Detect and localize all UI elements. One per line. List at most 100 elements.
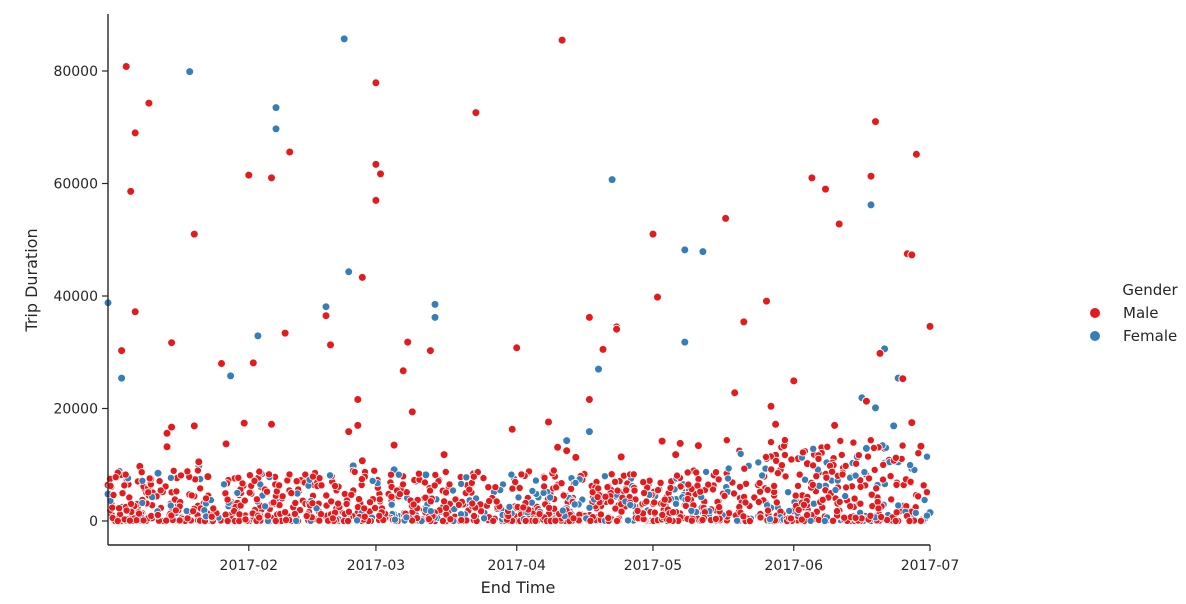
data-point-male [507, 424, 517, 434]
dense-point [414, 469, 423, 478]
dense-point [812, 472, 821, 481]
dense-point [285, 470, 294, 479]
dense-point [784, 488, 793, 497]
dense-point [292, 516, 301, 525]
dense-point [365, 498, 374, 507]
data-point-male [244, 170, 254, 180]
dense-point [420, 478, 429, 487]
data-point-female [889, 421, 899, 431]
dense-point [344, 507, 353, 516]
dense-point [281, 508, 290, 517]
dense-point [421, 493, 430, 502]
dense-point [519, 503, 528, 512]
dense-point [629, 470, 638, 479]
y-axis-title: Trip Duration [22, 228, 41, 332]
data-point-male [425, 346, 435, 356]
data-point-male [693, 441, 703, 451]
dense-point [350, 467, 359, 476]
dense-point [722, 436, 731, 445]
dense-point [607, 470, 616, 479]
dense-point [600, 472, 609, 481]
data-point-male [648, 229, 658, 239]
dense-point [860, 468, 869, 477]
dense-point [552, 483, 561, 492]
dense-point [624, 516, 633, 525]
dense-point [794, 481, 803, 490]
dense-point [687, 506, 696, 515]
dense-point [837, 450, 846, 459]
dense-point [470, 512, 479, 521]
data-point-male [371, 159, 381, 169]
dense-point [596, 510, 605, 519]
data-point-male [162, 442, 172, 452]
dense-point [442, 503, 451, 512]
x-tick-label: 2017-04 [487, 558, 546, 574]
dense-point [559, 491, 568, 500]
dense-point [342, 499, 351, 508]
dense-point [736, 449, 745, 458]
dense-point [571, 478, 580, 487]
dense-point [171, 506, 180, 515]
dense-point [569, 514, 578, 523]
dense-point [785, 506, 794, 515]
data-point-male [861, 396, 871, 406]
x-tick-label: 2017-03 [347, 558, 406, 574]
dense-point [395, 490, 404, 499]
dense-point [187, 491, 196, 500]
dense-point [263, 511, 272, 520]
dense-point [712, 468, 721, 477]
dense-point [806, 516, 815, 525]
data-point-male [925, 321, 935, 331]
dense-point [183, 514, 192, 523]
dense-point [139, 516, 148, 525]
dense-point [923, 452, 932, 461]
dense-point [898, 441, 907, 450]
data-point-male [584, 395, 594, 404]
legend-marker-male [1089, 307, 1101, 319]
dense-point [639, 478, 648, 487]
dense-point [770, 481, 779, 490]
dense-point [773, 469, 782, 478]
dense-point [613, 516, 622, 525]
dense-point [766, 515, 775, 524]
dense-point [454, 500, 463, 509]
dense-point [922, 488, 931, 497]
dense-point [207, 512, 216, 521]
dense-point [846, 502, 855, 511]
dense-point [448, 486, 457, 495]
legend-title: Gender [1122, 281, 1178, 299]
dense-point [864, 452, 873, 461]
dense-point [118, 489, 127, 498]
data-point-female [421, 470, 431, 480]
data-point-female [680, 337, 690, 347]
dense-point [189, 507, 198, 516]
dense-point [764, 506, 773, 515]
y-tick-label: 60000 [53, 177, 98, 193]
dense-point [479, 474, 488, 483]
dense-point [640, 488, 649, 497]
y-tick-label: 40000 [53, 289, 98, 305]
dense-point [368, 476, 377, 485]
dense-point [375, 495, 384, 504]
dense-point [823, 442, 832, 451]
data-point-male [807, 173, 817, 183]
dense-point [828, 467, 837, 476]
dense-point [919, 481, 928, 490]
dense-point [786, 514, 795, 523]
dense-point [914, 449, 923, 458]
dense-point [275, 481, 284, 490]
dense-point [122, 506, 131, 515]
dense-point [514, 493, 523, 502]
dense-point [121, 470, 130, 479]
dense-point [835, 497, 844, 506]
dense-point [593, 493, 602, 502]
dense-point [736, 482, 745, 491]
data-point-male [376, 169, 385, 179]
dense-point [446, 515, 455, 524]
y-tick-label: 0 [89, 514, 98, 530]
dense-point [167, 511, 176, 520]
data-point-male [407, 407, 417, 417]
dense-point [462, 473, 471, 482]
data-point-female [153, 468, 163, 478]
dense-point [914, 492, 923, 501]
